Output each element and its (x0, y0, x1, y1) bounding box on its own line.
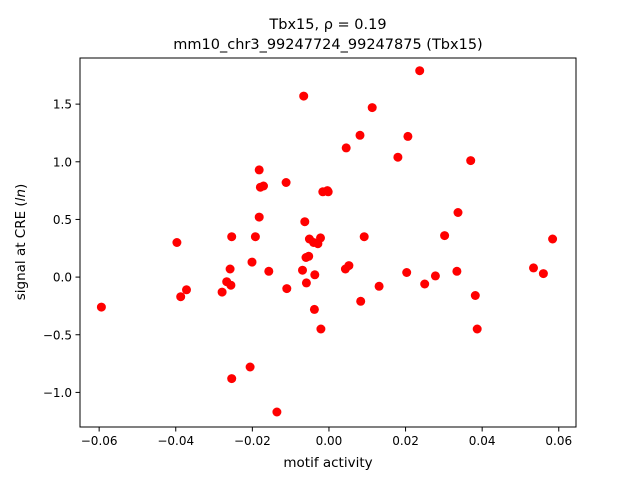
data-point (247, 257, 257, 267)
data-point (182, 285, 191, 295)
y-axis-label: signal at CRE (ln) (13, 184, 29, 301)
data-point (300, 217, 310, 227)
data-point (250, 232, 260, 242)
y-tick-label: 0.5 (53, 213, 72, 227)
data-point (453, 208, 463, 217)
x-tick-label: 0.00 (316, 434, 343, 448)
x-tick-label: −0.06 (81, 434, 118, 448)
data-point (304, 251, 314, 261)
data-point (254, 212, 264, 222)
x-tick-label: 0.06 (545, 434, 572, 448)
data-point (452, 266, 462, 276)
x-axis-ticks: −0.06 −0.04 −0.02 0.00 0.02 0.04 0.06 (81, 427, 572, 448)
data-point (344, 261, 354, 271)
data-point (272, 407, 282, 417)
chart-title-line2: mm10_chr3_99247724_99247875 (Tbx15) (173, 37, 482, 53)
x-tick-label: −0.02 (234, 434, 271, 448)
data-point (393, 152, 403, 162)
data-point (309, 304, 319, 314)
data-point (217, 287, 227, 297)
data-point (176, 292, 186, 302)
data-point (259, 181, 268, 191)
data-point (548, 234, 558, 244)
data-point (323, 187, 333, 197)
chart-title-line1: Tbx15, ρ = 0.19 (268, 17, 386, 33)
data-point (310, 270, 320, 280)
data-point (402, 268, 412, 277)
data-point (225, 264, 235, 274)
data-point (254, 165, 264, 175)
data-point (440, 231, 450, 241)
data-point (282, 284, 292, 294)
data-point (415, 66, 425, 76)
x-tick-label: 0.02 (392, 434, 419, 448)
data-point (264, 266, 274, 276)
data-point (430, 271, 440, 281)
data-point (172, 238, 182, 247)
y-tick-label: 1.0 (53, 155, 72, 169)
data-point (374, 281, 384, 291)
data-point (356, 296, 366, 306)
data-point (245, 362, 255, 372)
y-tick-label: 0.0 (53, 271, 72, 285)
data-point (355, 130, 365, 140)
data-point (316, 233, 325, 243)
plot-frame (79, 57, 577, 428)
data-point (316, 324, 326, 334)
data-point (472, 324, 482, 334)
y-tick-label: −1.0 (43, 386, 72, 400)
data-point (298, 265, 307, 275)
data-point (529, 263, 538, 273)
data-point (359, 232, 369, 242)
x-tick-label: 0.04 (469, 434, 496, 448)
x-tick-label: −0.04 (157, 434, 194, 448)
data-points (96, 66, 558, 417)
y-tick-label: 1.5 (53, 98, 72, 112)
data-point (301, 278, 311, 288)
data-point (466, 156, 476, 166)
data-point (420, 279, 430, 289)
data-point (470, 291, 480, 300)
data-point (226, 280, 236, 290)
data-point (299, 91, 309, 101)
data-point (341, 143, 351, 153)
data-point (367, 103, 377, 113)
data-point (538, 269, 548, 279)
x-axis-label: motif activity (283, 455, 372, 471)
data-point (227, 232, 237, 242)
y-axis-ticks: −1.0 −0.5 0.0 0.5 1.0 1.5 (43, 98, 80, 400)
data-point (281, 178, 291, 187)
y-tick-label: −0.5 (43, 328, 72, 342)
data-point (403, 131, 413, 141)
data-point (96, 302, 106, 312)
data-point (227, 374, 237, 384)
